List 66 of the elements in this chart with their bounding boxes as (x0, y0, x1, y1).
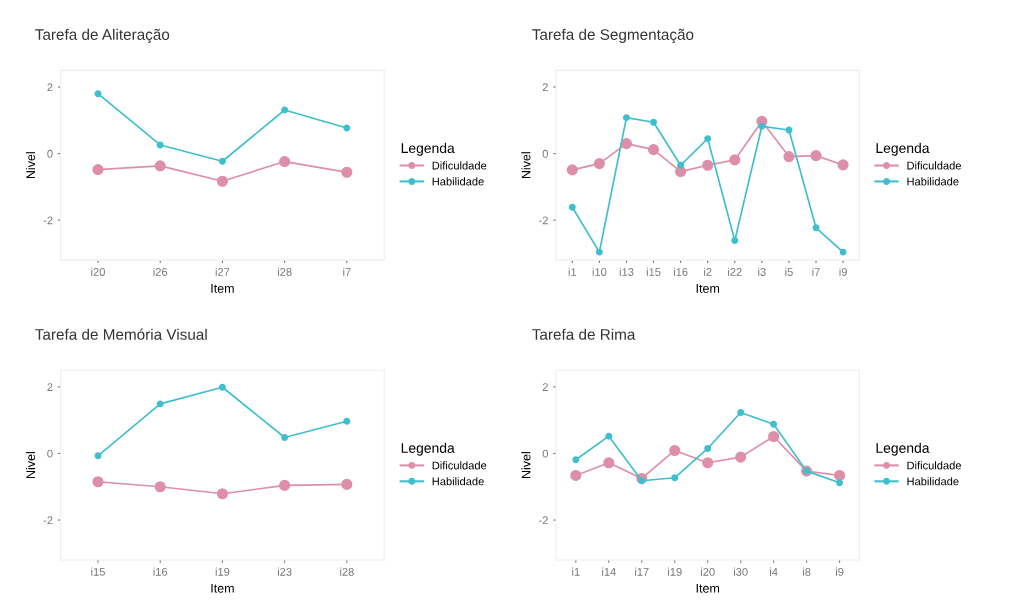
x-axis-title: Item (696, 284, 720, 293)
x-tick-label: i28 (340, 567, 354, 576)
x-tick-label: i20 (701, 567, 715, 576)
y-axis-title: Nivel (521, 152, 531, 179)
x-tick-label: i1 (572, 567, 580, 576)
x-tick-label: i8 (803, 567, 811, 576)
x-tick-label: i3 (758, 267, 766, 276)
chart-title: Tarefa de Segmentação (532, 28, 694, 44)
y-tick-label: 0 (47, 149, 53, 158)
legend-label: Dificuldade (432, 161, 487, 170)
y-axis-title: Nivel (25, 152, 36, 179)
x-tick-label: i13 (619, 267, 634, 276)
y-tick-label: -2 (539, 216, 548, 225)
x-tick-label: i5 (785, 267, 793, 276)
legend-label: Habilidade (907, 477, 959, 486)
x-tick-label: i7 (812, 267, 820, 276)
chart-title: Tarefa de Memória Visual (35, 328, 207, 340)
y-tick-label: 2 (542, 83, 548, 92)
x-tick-label: i1 (568, 267, 577, 276)
x-tick-label: i22 (728, 267, 742, 276)
y-tick-label: 0 (47, 449, 53, 458)
x-tick-label: i19 (668, 567, 682, 576)
x-tick-label: i16 (153, 567, 168, 576)
legend-title: Legenda (401, 142, 455, 156)
y-tick-label: 0 (542, 149, 548, 158)
x-tick-label: i19 (215, 567, 230, 576)
x-tick-label: i10 (592, 267, 607, 276)
y-axis-title: Nivel (25, 452, 36, 478)
legend-label: Dificuldade (907, 461, 961, 470)
legend-label: Dificuldade (907, 161, 961, 170)
y-tick-label: -2 (539, 516, 548, 525)
x-tick-label: i17 (635, 567, 649, 576)
y-tick-label: -2 (43, 516, 53, 525)
x-tick-label: i16 (673, 267, 688, 276)
x-tick-label: i20 (91, 267, 105, 276)
x-tick-label: i23 (277, 567, 292, 576)
y-tick-label: -2 (43, 216, 53, 225)
x-tick-label: i15 (91, 567, 105, 576)
legend-label: Habilidade (907, 177, 959, 186)
x-tick-label: i28 (277, 267, 292, 276)
y-tick-label: 0 (542, 449, 548, 458)
chart-title: Tarefa de Rima (532, 328, 636, 340)
x-tick-label: i9 (835, 567, 844, 576)
x-tick-label: i9 (839, 267, 847, 276)
x-axis-title: Item (696, 583, 720, 593)
y-tick-label: 2 (47, 83, 53, 92)
y-tick-label: 2 (542, 383, 548, 391)
x-tick-label: i27 (215, 267, 230, 276)
legend-title: Legenda (876, 442, 930, 456)
x-tick-label: i30 (734, 567, 748, 576)
legend-title: Legenda (401, 442, 455, 456)
legend-title: Legenda (876, 142, 930, 156)
x-tick-label: i14 (602, 567, 616, 576)
y-axis-title: Nivel (521, 452, 531, 478)
x-tick-label: i26 (153, 267, 168, 276)
x-tick-label: i4 (770, 567, 778, 576)
y-tick-label: 2 (47, 383, 53, 391)
legend-label: Dificuldade (432, 461, 487, 470)
legend-label: Habilidade (432, 477, 484, 486)
legend-label: Habilidade (432, 177, 484, 186)
x-tick-label: i15 (646, 267, 661, 276)
x-tick-label: i2 (704, 267, 712, 276)
x-axis-title: Item (211, 583, 234, 593)
chart-title: Tarefa de Aliteração (35, 28, 170, 44)
x-tick-label: i7 (343, 267, 351, 276)
x-axis-title: Item (211, 284, 234, 293)
